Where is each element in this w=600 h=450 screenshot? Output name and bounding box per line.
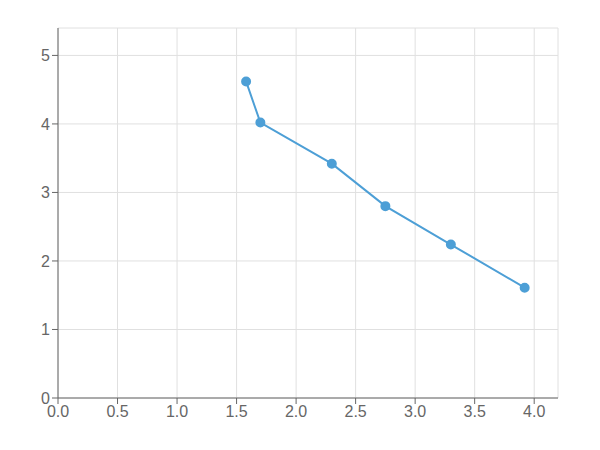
svg-text:3.5: 3.5 [464, 403, 486, 420]
svg-text:4: 4 [41, 116, 50, 133]
svg-text:0.5: 0.5 [106, 403, 128, 420]
svg-text:0: 0 [41, 390, 50, 407]
svg-text:3.0: 3.0 [404, 403, 426, 420]
svg-text:2.5: 2.5 [344, 403, 366, 420]
svg-text:1.5: 1.5 [225, 403, 247, 420]
svg-text:1.0: 1.0 [166, 403, 188, 420]
svg-text:2: 2 [41, 253, 50, 270]
svg-text:5: 5 [41, 47, 50, 64]
svg-text:4.0: 4.0 [523, 403, 545, 420]
svg-text:3: 3 [41, 184, 50, 201]
svg-text:1: 1 [41, 321, 50, 338]
svg-text:2.0: 2.0 [285, 403, 307, 420]
svg-text:0.0: 0.0 [47, 403, 69, 420]
